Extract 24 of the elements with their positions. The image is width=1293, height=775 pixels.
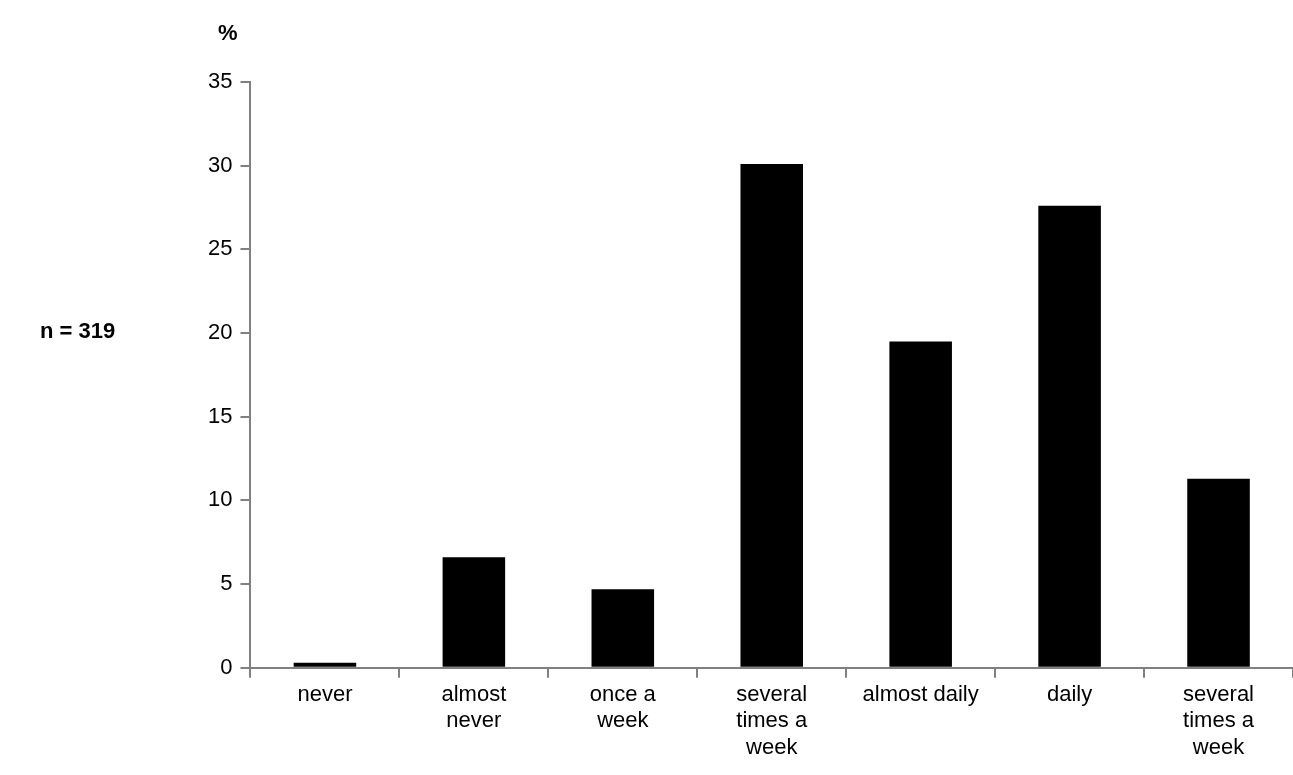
y-tick-label: 0 bbox=[220, 653, 233, 679]
y-tick-label: 25 bbox=[207, 235, 233, 261]
x-tick-label: almost daily bbox=[862, 681, 979, 707]
y-tick-label: 15 bbox=[207, 402, 233, 428]
text: n = 319 bbox=[40, 318, 116, 344]
y-tick-label: 5 bbox=[220, 570, 233, 596]
y-tick-label: 20 bbox=[207, 319, 233, 345]
y-axis-title: % bbox=[218, 20, 238, 46]
x-tick-label: daily bbox=[1046, 681, 1093, 707]
x-tick-label: several times a week bbox=[736, 681, 808, 759]
bar bbox=[1038, 205, 1101, 667]
bar bbox=[1187, 478, 1250, 667]
y-tick-label: 10 bbox=[207, 486, 233, 512]
bar bbox=[740, 164, 804, 667]
y-tick-label: 35 bbox=[207, 68, 233, 94]
bar bbox=[442, 557, 506, 667]
y-tick-label: 30 bbox=[207, 151, 233, 177]
x-tick-label: several times a week bbox=[1183, 681, 1255, 759]
x-tick-label: never bbox=[297, 681, 353, 707]
bar bbox=[293, 662, 357, 667]
bar bbox=[889, 341, 952, 667]
x-tick-label: once a week bbox=[589, 681, 657, 733]
bar bbox=[591, 589, 655, 667]
x-tick-label: almost never bbox=[441, 681, 507, 733]
